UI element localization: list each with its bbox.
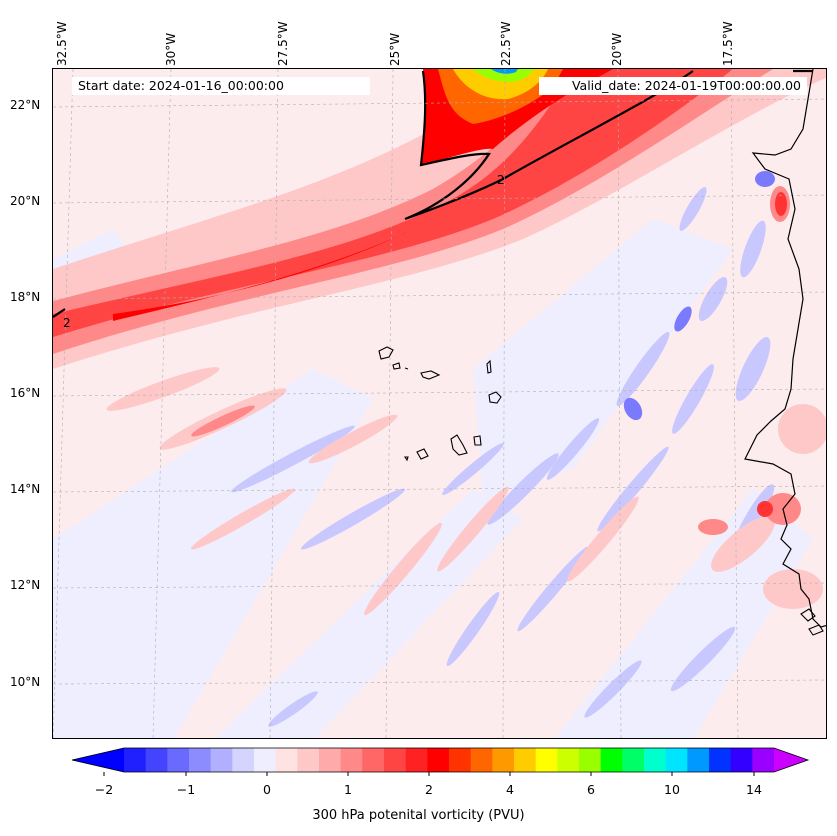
- colorbar-ticks: [103, 772, 755, 776]
- colorbar-cell: [622, 748, 645, 772]
- colorbar-tick-label: 10: [664, 782, 680, 797]
- colorbar-tick-label: 4: [506, 782, 514, 797]
- contour-label-west: 2: [63, 316, 71, 330]
- colorbar-tick-label: 0: [263, 782, 271, 797]
- colorbar-cell: [449, 748, 472, 772]
- pv-colorbar: [71, 747, 810, 776]
- colorbar-cells: [71, 747, 810, 773]
- colorbar-tick-label: 6: [587, 782, 595, 797]
- colorbar-cell: [644, 748, 667, 772]
- valid-date-label: Valid_date: 2024-01-19T00:00:00.00: [539, 77, 807, 95]
- lon-tick-30w: 30°W: [164, 32, 178, 66]
- colorbar-cell: [752, 748, 775, 772]
- pv-2-contour: [53, 69, 813, 318]
- map-panel[interactable]: 2 2: [52, 68, 827, 739]
- colorbar-cell: [124, 748, 147, 772]
- colorbar-cell: [189, 748, 212, 772]
- colorbar-cell: [730, 748, 753, 772]
- lat-tick-16n: 16°N: [10, 386, 41, 400]
- low-pv-streaks: [231, 187, 775, 727]
- lat-tick-12n: 12°N: [10, 578, 41, 592]
- lon-tick-22-5w: 22.5°W: [499, 21, 513, 66]
- colorbar-cell: [470, 748, 493, 772]
- lon-tick-17-5w: 17.5°W: [721, 21, 735, 66]
- colorbar-cell: [210, 748, 233, 772]
- african-coastline: [744, 69, 826, 628]
- colorbar-cell: [514, 748, 537, 772]
- lon-tick-20w: 20°W: [610, 32, 624, 66]
- colorbar-extend-max: [774, 748, 808, 772]
- colorbar-cell: [319, 748, 342, 772]
- contour-label: 2: [497, 173, 505, 187]
- colorbar-tick-label: −1: [176, 782, 196, 797]
- colorbar-cell: [687, 748, 710, 772]
- start-date-label: Start date: 2024-01-16_00:00:00: [72, 77, 370, 95]
- colorbar-cell: [145, 748, 168, 772]
- colorbar-cell: [340, 748, 363, 772]
- colorbar-cell: [492, 748, 515, 772]
- lon-tick-32-5w: 32.5°W: [55, 21, 69, 66]
- pv-streaks: [106, 367, 826, 616]
- lon-tick-27-5w: 27.5°W: [276, 21, 290, 66]
- colorbar-title: 300 hPa potenital vorticity (PVU): [312, 808, 525, 823]
- colorbar-cell: [665, 748, 688, 772]
- colorbar-outline: [71, 747, 810, 773]
- lon-tick-25w: 25°W: [388, 32, 402, 66]
- colorbar-tick-label: 1: [344, 782, 352, 797]
- colorbar-cell: [405, 748, 428, 772]
- colorbar-cell: [275, 748, 298, 772]
- pv-field: 2 2: [53, 69, 826, 738]
- colorbar-cell: [535, 748, 558, 772]
- lat-tick-22n: 22°N: [10, 98, 41, 112]
- lat-tick-18n: 18°N: [10, 290, 41, 304]
- colorbar-tick-label: −2: [94, 782, 114, 797]
- coastal-islands: [800, 608, 824, 636]
- colorbar-cell: [362, 748, 385, 772]
- pv-hotspots: [757, 192, 787, 517]
- lat-tick-14n: 14°N: [10, 482, 41, 496]
- colorbar-cell: [232, 748, 255, 772]
- colorbar-extend-min: [72, 748, 124, 772]
- low-pv-cores: [623, 171, 775, 421]
- colorbar-cell: [600, 748, 623, 772]
- colorbar-cell: [167, 748, 190, 772]
- colorbar-tick-label: 2: [425, 782, 433, 797]
- colorbar-cell: [557, 748, 580, 772]
- colorbar-cell: [579, 748, 602, 772]
- gridlines: [53, 69, 826, 738]
- colorbar-cell: [254, 748, 277, 772]
- lat-tick-10n: 10°N: [10, 675, 41, 689]
- cape-verde-islands: [378, 346, 502, 462]
- colorbar-tick-label: 14: [746, 782, 762, 797]
- jet-streak: [53, 69, 826, 369]
- lat-tick-20n: 20°N: [10, 194, 41, 208]
- colorbar-cell: [384, 748, 407, 772]
- pv-streak-cores: [191, 186, 801, 535]
- colorbar-cell: [709, 748, 732, 772]
- colorbar-cell: [427, 748, 450, 772]
- colorbar-cell: [297, 748, 320, 772]
